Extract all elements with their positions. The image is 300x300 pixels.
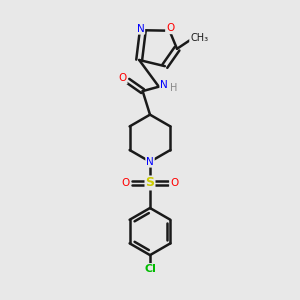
- Text: S: S: [146, 176, 154, 190]
- Text: N: N: [160, 80, 168, 90]
- Text: CH₃: CH₃: [190, 34, 208, 44]
- Text: O: O: [166, 23, 174, 33]
- Text: O: O: [118, 74, 127, 83]
- Text: O: O: [170, 178, 178, 188]
- Text: O: O: [122, 178, 130, 188]
- Text: H: H: [170, 83, 177, 93]
- Text: N: N: [136, 24, 144, 34]
- Text: Cl: Cl: [144, 264, 156, 274]
- Text: N: N: [146, 157, 154, 167]
